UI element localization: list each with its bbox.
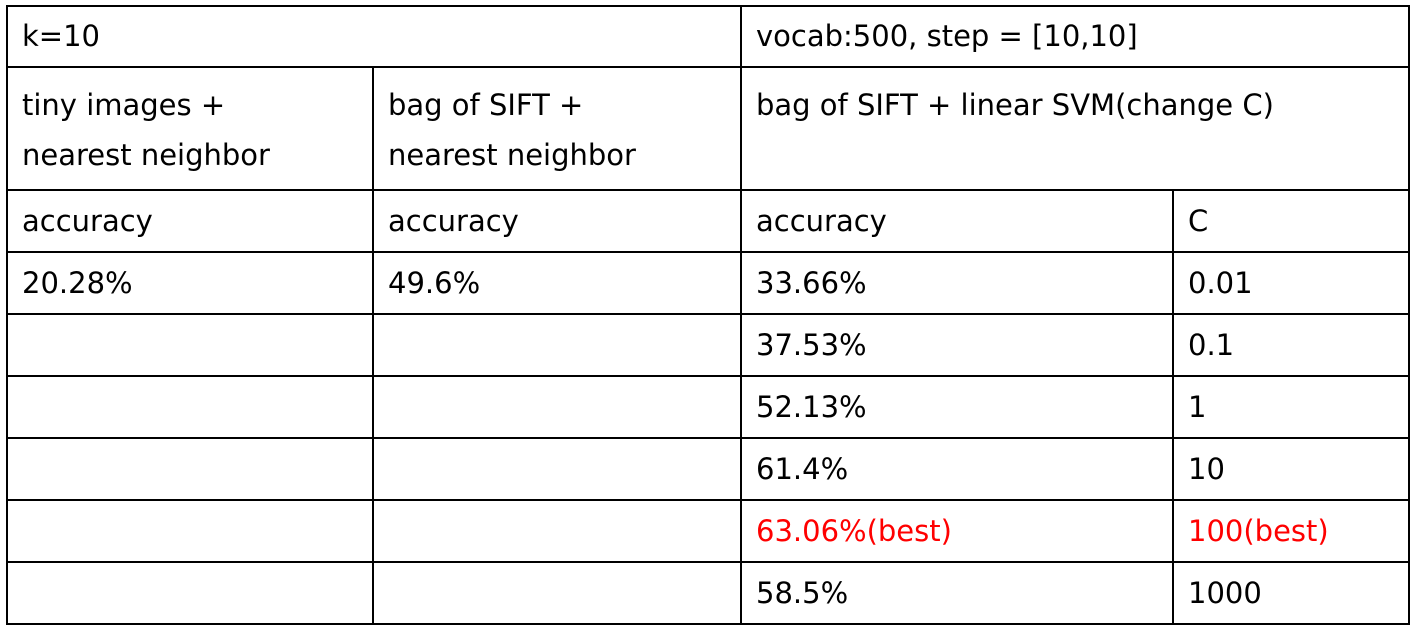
tiny-nn-accuracy-cell: 20.28% bbox=[6, 251, 374, 315]
empty-cell bbox=[372, 561, 742, 625]
svm-accuracy-cell: 52.13% bbox=[740, 375, 1174, 439]
table-row: 58.5% 1000 bbox=[6, 561, 1410, 625]
empty-cell bbox=[6, 499, 374, 563]
empty-cell bbox=[6, 561, 374, 625]
empty-cell bbox=[372, 437, 742, 501]
table-row: 37.53% 0.1 bbox=[6, 313, 1410, 377]
method-sift-svm-line: bag of SIFT + linear SVM(change C) bbox=[756, 88, 1274, 122]
svm-accuracy-cell: 58.5% bbox=[740, 561, 1174, 625]
column-header-accuracy: accuracy bbox=[6, 189, 374, 253]
best-c-cell: 100(best) bbox=[1172, 499, 1410, 563]
table-row: accuracy accuracy accuracy C bbox=[6, 189, 1410, 253]
svm-accuracy-cell: 37.53% bbox=[740, 313, 1174, 377]
method-tiny-nn-cell: tiny images + nearest neighbor bbox=[6, 66, 374, 191]
table-row: 20.28% 49.6% 33.66% 0.01 bbox=[6, 251, 1410, 315]
table-row: tiny images + nearest neighbor bag of SI… bbox=[6, 66, 1410, 191]
method-sift-svm-cell: bag of SIFT + linear SVM(change C) bbox=[740, 66, 1410, 191]
svm-c-cell: 1 bbox=[1172, 375, 1410, 439]
svm-c-cell: 10 bbox=[1172, 437, 1410, 501]
empty-cell bbox=[6, 437, 374, 501]
column-header-accuracy: accuracy bbox=[740, 189, 1174, 253]
empty-cell bbox=[372, 499, 742, 563]
table-row: 52.13% 1 bbox=[6, 375, 1410, 439]
svm-setting-cell: vocab:500, step = [10,10] bbox=[740, 5, 1410, 68]
method-sift-nn-line-1: bag of SIFT + bbox=[388, 88, 584, 122]
method-sift-nn-line-2: nearest neighbor bbox=[388, 138, 636, 172]
sift-nn-accuracy-cell: 49.6% bbox=[372, 251, 742, 315]
table-row: k=10 vocab:500, step = [10,10] bbox=[6, 5, 1410, 68]
empty-cell bbox=[6, 375, 374, 439]
svm-accuracy-cell: 33.66% bbox=[740, 251, 1174, 315]
empty-cell bbox=[372, 375, 742, 439]
results-table: k=10 vocab:500, step = [10,10] tiny imag… bbox=[6, 5, 1410, 625]
svm-c-cell: 0.01 bbox=[1172, 251, 1410, 315]
best-accuracy-cell: 63.06%(best) bbox=[740, 499, 1174, 563]
svm-c-cell: 0.1 bbox=[1172, 313, 1410, 377]
k-value-cell: k=10 bbox=[6, 5, 742, 68]
empty-cell bbox=[372, 313, 742, 377]
table-row: 61.4% 10 bbox=[6, 437, 1410, 501]
empty-cell bbox=[6, 313, 374, 377]
svm-accuracy-cell: 61.4% bbox=[740, 437, 1174, 501]
table-row: 63.06%(best) 100(best) bbox=[6, 499, 1410, 563]
column-header-c: C bbox=[1172, 189, 1410, 253]
method-sift-nn-cell: bag of SIFT + nearest neighbor bbox=[372, 66, 742, 191]
method-tiny-nn-line-2: nearest neighbor bbox=[22, 138, 270, 172]
column-header-accuracy: accuracy bbox=[372, 189, 742, 253]
method-tiny-nn-line-1: tiny images + bbox=[22, 88, 226, 122]
svm-c-cell: 1000 bbox=[1172, 561, 1410, 625]
